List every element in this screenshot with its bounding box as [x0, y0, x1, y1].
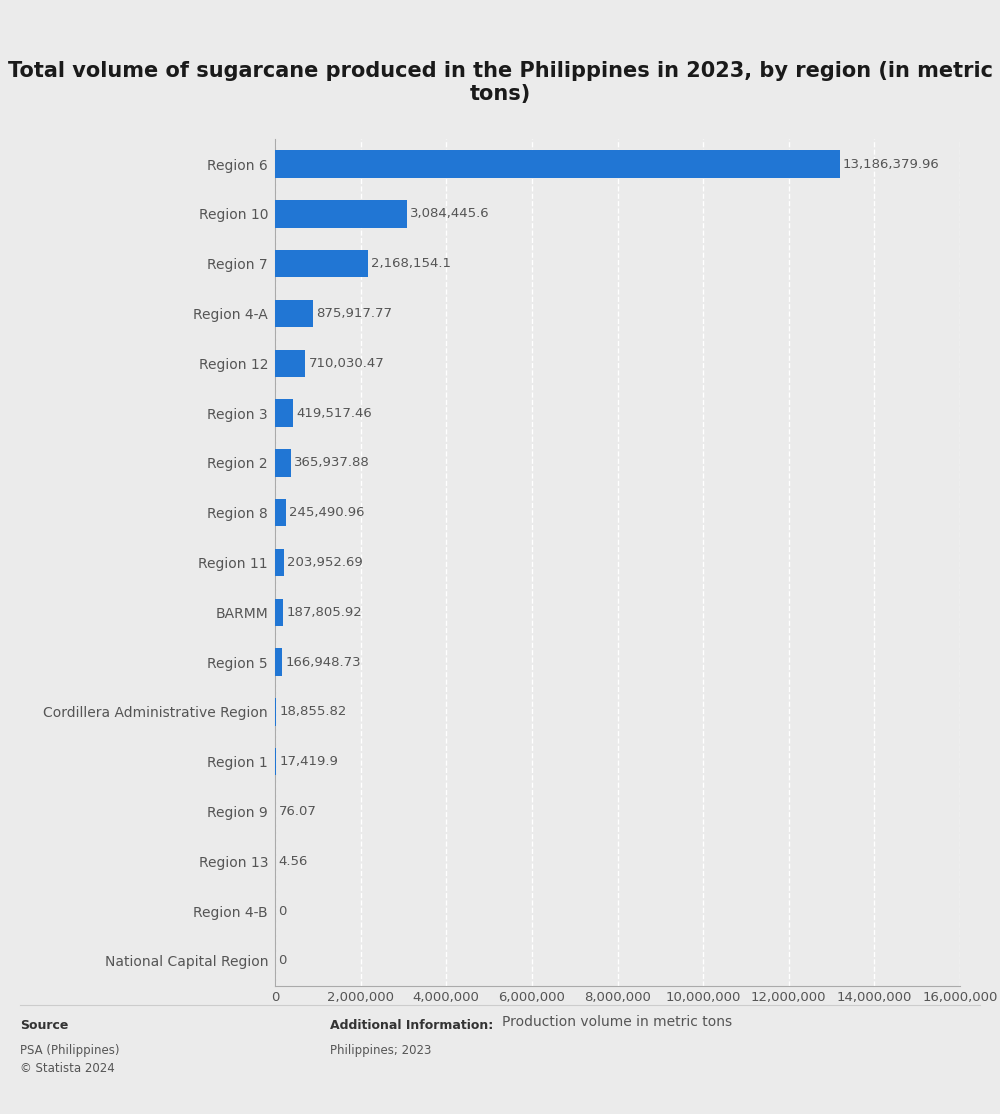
Bar	[275, 598, 283, 626]
Text: Source: Source	[20, 1019, 68, 1033]
Text: 203,952.69: 203,952.69	[287, 556, 363, 569]
Text: Additional Information:: Additional Information:	[330, 1019, 493, 1033]
Text: 2,168,154.1: 2,168,154.1	[371, 257, 451, 271]
Bar	[275, 300, 313, 328]
Bar	[275, 449, 291, 477]
Text: 13,186,379.96: 13,186,379.96	[843, 158, 940, 170]
Text: Total volume of sugarcane produced in the Philippines in 2023, by region (in met: Total volume of sugarcane produced in th…	[8, 61, 992, 105]
Bar	[275, 648, 282, 676]
Text: 18,855.82: 18,855.82	[279, 705, 347, 719]
Text: 245,490.96: 245,490.96	[289, 506, 364, 519]
Bar	[275, 400, 293, 427]
Text: 76.07: 76.07	[278, 805, 316, 818]
Bar	[275, 549, 284, 576]
Bar	[275, 201, 407, 227]
Bar	[275, 350, 305, 377]
Text: 0: 0	[278, 955, 287, 967]
Text: 3,084,445.6: 3,084,445.6	[410, 207, 490, 221]
Text: 0: 0	[278, 905, 287, 918]
Bar	[275, 250, 368, 277]
Text: 365,937.88: 365,937.88	[294, 457, 370, 469]
Text: 875,917.77: 875,917.77	[316, 307, 392, 320]
Text: PSA (Philippines)
© Statista 2024: PSA (Philippines) © Statista 2024	[20, 1044, 120, 1075]
Text: 4.56: 4.56	[278, 854, 308, 868]
X-axis label: Production volume in metric tons: Production volume in metric tons	[502, 1015, 733, 1029]
Text: Philippines; 2023: Philippines; 2023	[330, 1044, 431, 1057]
Text: 187,805.92: 187,805.92	[286, 606, 362, 619]
Text: 166,948.73: 166,948.73	[286, 656, 361, 668]
Text: 710,030.47: 710,030.47	[309, 356, 385, 370]
Bar	[275, 150, 840, 178]
Text: 419,517.46: 419,517.46	[296, 407, 372, 420]
Text: 17,419.9: 17,419.9	[279, 755, 338, 769]
Bar	[275, 499, 286, 527]
